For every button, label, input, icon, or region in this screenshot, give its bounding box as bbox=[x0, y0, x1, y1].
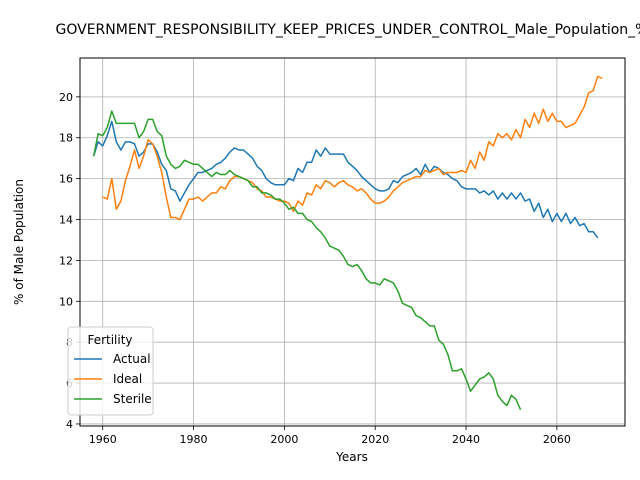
plot-frame bbox=[79, 57, 626, 427]
legend-label-sterile: Sterile bbox=[113, 392, 152, 406]
legend-label-actual: Actual bbox=[113, 352, 151, 366]
series-line-sterile bbox=[92, 110, 522, 410]
x-tick-label: 2020 bbox=[361, 433, 389, 446]
series-line-ideal bbox=[102, 75, 603, 221]
x-tick-label: 1980 bbox=[180, 433, 208, 446]
series-lines bbox=[92, 75, 603, 410]
legend: Fertility Actual Ideal Sterile bbox=[67, 326, 154, 416]
x-axis-label: Years bbox=[335, 450, 368, 464]
chart-title: GOVERNMENT_RESPONSIBILITY_KEEP_PRICES_UN… bbox=[56, 22, 640, 38]
plot-area bbox=[80, 58, 625, 426]
y-tick-label: 10 bbox=[59, 295, 73, 308]
y-tick-label: 4 bbox=[66, 418, 73, 431]
x-tick-label: 2000 bbox=[270, 433, 298, 446]
y-tick-label: 18 bbox=[59, 132, 73, 145]
x-tick-label: 2060 bbox=[543, 433, 571, 446]
y-tick-label: 12 bbox=[59, 254, 73, 267]
legend-label-ideal: Ideal bbox=[113, 372, 142, 386]
y-tick-label: 16 bbox=[59, 173, 73, 186]
x-tick-label: 1960 bbox=[89, 433, 117, 446]
grid-lines bbox=[80, 58, 625, 426]
x-tick-label: 2040 bbox=[452, 433, 480, 446]
legend-title: Fertility bbox=[87, 333, 132, 347]
legend-items: Actual Ideal Sterile bbox=[74, 352, 152, 406]
y-axis-label: % of Male Population bbox=[12, 179, 26, 305]
y-tick-label: 14 bbox=[59, 214, 73, 227]
series-line-actual bbox=[92, 120, 599, 239]
x-axis-ticks: 1960 1980 2000 2020 2040 2060 bbox=[89, 426, 571, 446]
y-tick-label: 20 bbox=[59, 91, 73, 104]
legend-box bbox=[67, 326, 154, 416]
